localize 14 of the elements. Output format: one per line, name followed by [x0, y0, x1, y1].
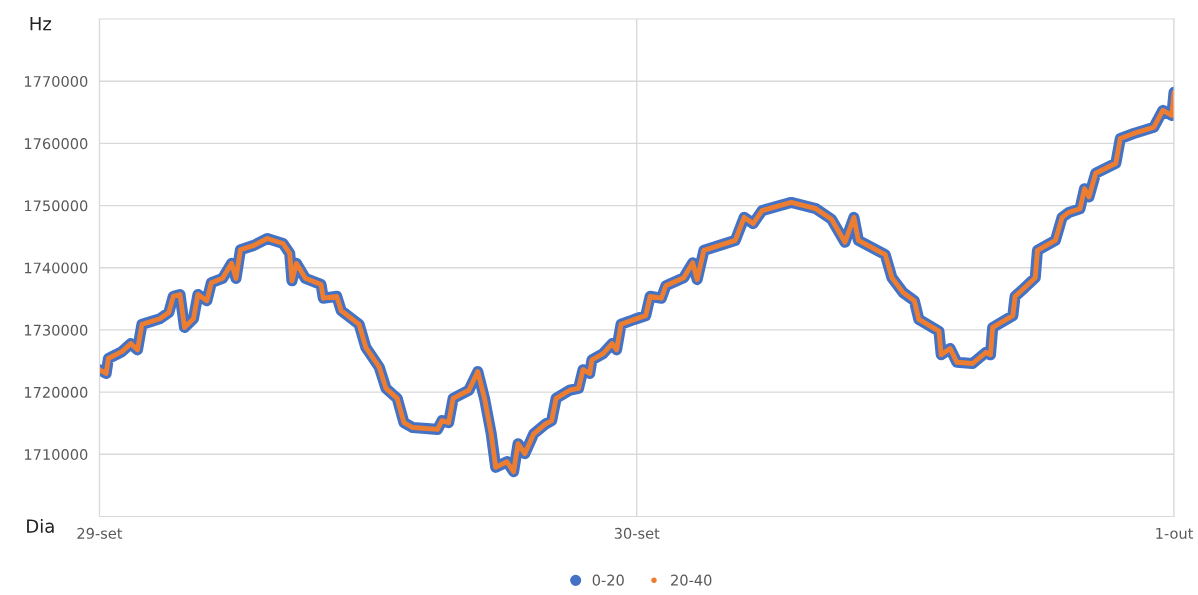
y-tick-label: 1720000	[24, 386, 88, 398]
y-tick-label: 1740000	[24, 262, 88, 274]
x-axis-title: Dia	[27, 518, 54, 533]
y-tick-label: 1730000	[24, 324, 88, 336]
x-tick-label: 29-set	[77, 527, 123, 539]
y-tick-label: 1710000	[24, 449, 88, 461]
legend-label: 20-40	[671, 574, 712, 586]
x-tick-label: 1-out	[1156, 528, 1194, 539]
y-tick-label: 1770000	[24, 75, 88, 87]
legend-label: 0-20	[592, 574, 624, 586]
x-tick-label: 30-set	[614, 527, 660, 539]
y-axis-title: Hz	[30, 17, 52, 31]
y-tick-label: 1760000	[24, 138, 88, 150]
y-tick-label: 1750000	[24, 200, 88, 212]
